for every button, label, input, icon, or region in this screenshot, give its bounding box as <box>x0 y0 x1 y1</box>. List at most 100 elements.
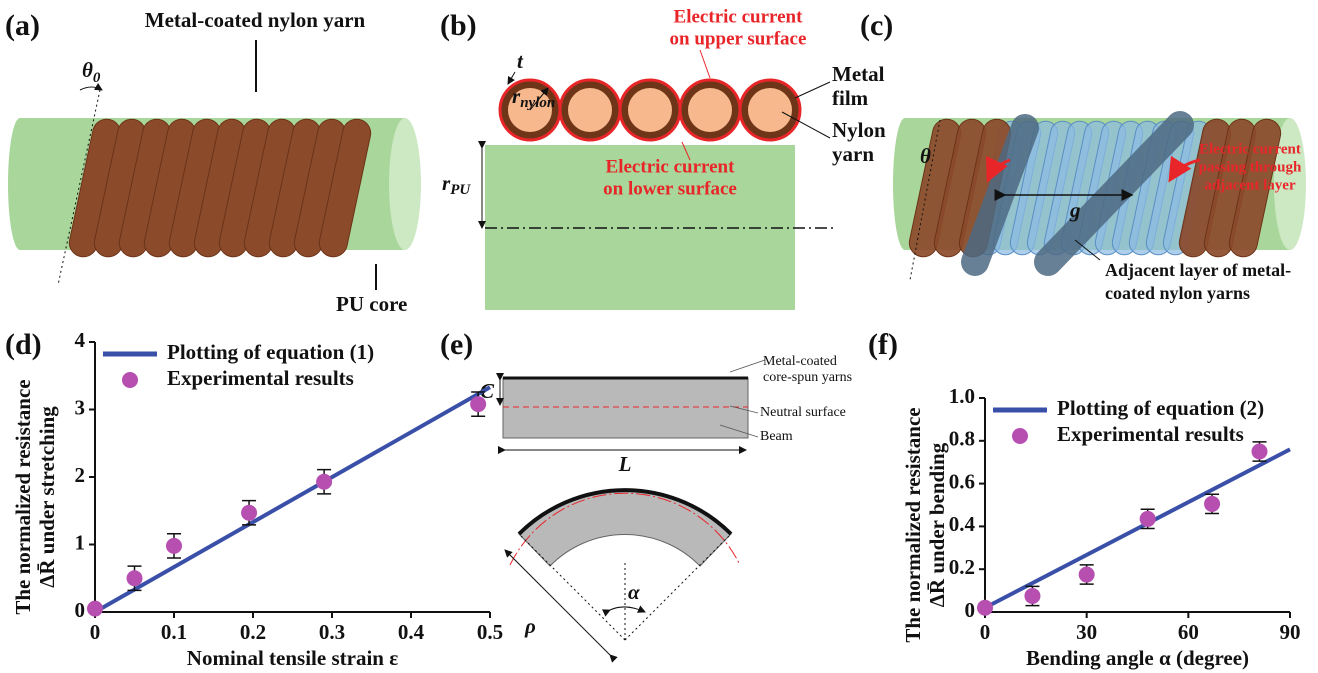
panel-label: (a) <box>5 9 40 42</box>
core-label: PU core <box>336 292 407 316</box>
x-tick-label: 0 <box>90 620 101 644</box>
y-axis-label: ΔR̄ under stretching <box>35 406 59 588</box>
neutral-label: Neutral surface <box>760 405 846 420</box>
thickness-symbol: t <box>517 49 524 73</box>
y-tick-label: 0.2 <box>949 555 975 579</box>
beam-label: Beam <box>760 429 793 444</box>
data-point <box>166 538 182 554</box>
current-label: passing through <box>1199 159 1302 175</box>
yarns-label: core-spun yarns <box>763 370 852 385</box>
x-axis-label: Nominal tensile strain ε <box>187 646 398 670</box>
y-tick-label: 0 <box>75 598 86 622</box>
x-tick-label: 90 <box>1280 620 1301 644</box>
yarn-core <box>688 88 732 132</box>
x-tick-label: 0.5 <box>477 620 503 644</box>
y-tick-label: 4 <box>75 328 86 352</box>
length-symbol: L <box>618 452 632 476</box>
data-point <box>87 601 103 617</box>
y-axis-label: ΔR̄ under bending <box>925 442 949 607</box>
fit-line <box>95 387 490 612</box>
panel-c: (c) θ g Electric current passing through… <box>860 9 1306 303</box>
film-label: film <box>832 86 869 110</box>
legend-label: Experimental results <box>1057 422 1244 446</box>
core-radius-label: rPU <box>442 171 471 199</box>
legend-label: Plotting of equation (1) <box>167 340 374 364</box>
current-label: Electric current <box>674 6 804 27</box>
data-point <box>977 600 993 616</box>
pointer <box>730 360 765 372</box>
core-end <box>8 118 32 250</box>
yarn-core <box>748 88 792 132</box>
figure: (a) Metal-coated nylon yarn θ0 PU core (… <box>0 0 1318 673</box>
layer-label: Adjacent layer of metal- <box>1105 260 1291 280</box>
x-tick-label: 0 <box>980 620 991 644</box>
y-tick-label: 0 <box>965 598 976 622</box>
radius-subscript: nylon <box>520 95 555 111</box>
current-label: on lower surface <box>603 178 737 199</box>
x-tick-label: 0.3 <box>319 620 345 644</box>
yarn-wrap <box>67 117 373 260</box>
current-label: on upper surface <box>670 28 807 49</box>
beam <box>503 378 748 438</box>
current-label: adjacent layer <box>1204 177 1296 193</box>
pointer <box>700 50 710 78</box>
data-point <box>316 474 332 490</box>
film-label: Metal <box>832 62 885 86</box>
data-point <box>1079 567 1095 583</box>
panel-b: (b) Electric current on upper surface El… <box>440 6 886 310</box>
y-tick-label: 3 <box>75 395 86 419</box>
angle-symbol: θ <box>82 58 93 82</box>
panel-e: (e) Metal-coated core-spun yarns Neutral… <box>440 328 852 655</box>
y-tick-label: 1 <box>75 530 86 554</box>
legend-swatch <box>122 372 138 388</box>
yarns-label: Metal-coated <box>763 354 837 369</box>
angle-symbol: θ <box>920 144 931 168</box>
layer-label: coated nylon yarns <box>1105 283 1250 303</box>
data-point <box>1204 496 1220 512</box>
panel-label: (c) <box>860 9 893 42</box>
panel-label: (e) <box>440 328 473 361</box>
x-tick-label: 0.1 <box>161 620 187 644</box>
angle-arrow <box>80 87 102 90</box>
panel-a: (a) Metal-coated nylon yarn θ0 PU core <box>5 8 421 316</box>
angle-subscript: 0 <box>93 70 101 86</box>
y-axis-label: The normalized resistance <box>901 407 925 642</box>
data-point <box>1252 444 1268 460</box>
panel-label: (f) <box>868 328 898 361</box>
current-label: Electric current <box>1199 141 1301 157</box>
x-tick-label: 0.4 <box>398 620 425 644</box>
pointer <box>795 82 830 98</box>
yarn-label: yarn <box>832 142 874 166</box>
bent-beam <box>519 490 731 566</box>
y-tick-label: 1.0 <box>949 384 975 408</box>
data-point <box>127 570 143 586</box>
core-end <box>389 118 421 250</box>
radius-arrow <box>505 550 610 655</box>
panel-label: (b) <box>440 9 477 42</box>
data-point <box>470 396 486 412</box>
x-axis-label: Bending angle α (degree) <box>1026 646 1249 670</box>
x-tick-label: 60 <box>1178 620 1199 644</box>
y-tick-label: 2 <box>75 463 86 487</box>
legend-label: Experimental results <box>167 366 354 390</box>
data-point <box>241 505 257 521</box>
angle-symbol: α <box>628 580 640 604</box>
legend-swatch <box>1012 428 1028 444</box>
angle-arrow <box>610 607 645 612</box>
current-label: Electric current <box>606 156 736 177</box>
x-tick-label: 30 <box>1076 620 1097 644</box>
gap-symbol: g <box>1069 198 1081 222</box>
yarn-label: Metal-coated nylon yarn <box>145 8 366 32</box>
panel-label: (d) <box>5 328 42 361</box>
y-tick-label: 0.8 <box>949 427 975 451</box>
angle-label: θ0 <box>82 58 101 87</box>
yarn-core <box>628 88 672 132</box>
fit-line <box>985 449 1290 607</box>
y-axis-label: The normalized resistance <box>11 379 35 614</box>
y-tick-label: 0.6 <box>949 469 975 493</box>
thickness-arrow <box>508 72 515 84</box>
yarn-label: Nylon <box>832 118 886 142</box>
yarn-core <box>568 88 612 132</box>
core-radius-subscript: PU <box>450 182 471 198</box>
